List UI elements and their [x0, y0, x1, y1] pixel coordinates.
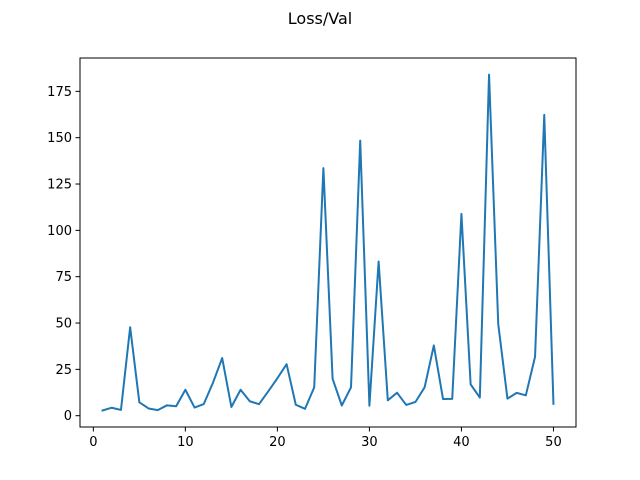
series-line-1: [101, 73, 555, 412]
chart-title: Loss/Val: [288, 9, 352, 28]
y-tick-label-25: 25: [55, 363, 72, 378]
x-tick-label-40: 40: [453, 435, 470, 450]
y-tick-label-125: 125: [47, 178, 72, 193]
y-tick-label-175: 175: [47, 85, 72, 100]
x-tick-label-50: 50: [545, 435, 562, 450]
y-tick-label-50: 50: [55, 317, 72, 332]
y-tick-label-0: 0: [64, 409, 72, 424]
y-tick-label-100: 100: [47, 224, 72, 239]
y-tick-label-150: 150: [47, 131, 72, 146]
y-tick-label-75: 75: [55, 270, 72, 285]
x-tick-label-30: 30: [361, 435, 378, 450]
plot-frame: [79, 57, 577, 428]
plot-area: 0 10 20 30 40 50 0 25 50 75 100 125 150 175: [47, 57, 577, 450]
x-tick-label-0: 0: [89, 435, 97, 450]
x-tick-label-20: 20: [269, 435, 286, 450]
x-tick-label-10: 10: [177, 435, 194, 450]
